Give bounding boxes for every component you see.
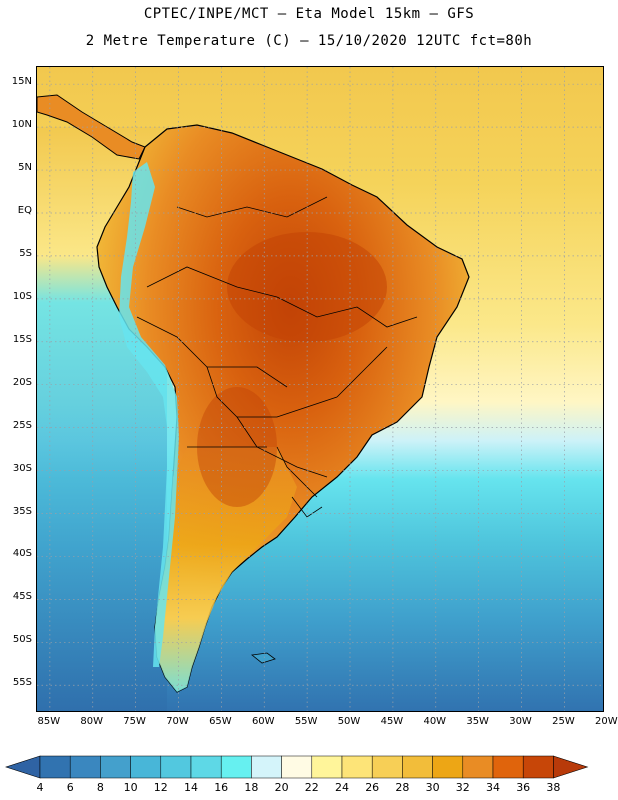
amazon-hot-core — [227, 232, 387, 342]
colorbar-swatch — [69, 755, 101, 779]
colorbar-swatch — [100, 755, 131, 779]
latitude-label: 30S — [12, 462, 32, 474]
colorbar-label: 32 — [455, 781, 470, 794]
colorbar-swatch — [432, 755, 464, 779]
colorbar-label: 20 — [274, 781, 289, 794]
temperature-map — [36, 66, 604, 712]
colorbar-label: 6 — [66, 781, 74, 794]
latitude-label: 55S — [12, 677, 32, 689]
latitude-label: 50S — [12, 634, 32, 646]
latitude-label: 5N — [18, 162, 32, 174]
longitude-label: 60W — [251, 716, 275, 727]
gridlines — [37, 67, 603, 711]
color-scale-bar — [5, 755, 589, 779]
colorbar-swatch — [160, 755, 192, 779]
longitude-label: 75W — [123, 716, 146, 727]
colorbar-swatch — [39, 755, 71, 779]
latitude-label: 25S — [12, 419, 32, 431]
colorbar-label: 14 — [184, 781, 198, 794]
colorbar-swatch — [130, 755, 162, 779]
latitude-label: 45S — [12, 591, 32, 603]
southern-cone — [155, 447, 297, 692]
colorbar-label: 30 — [425, 781, 440, 794]
longitude-label: 85W — [37, 716, 61, 727]
colorbar-label: 16 — [214, 781, 229, 794]
colorbar-swatch — [341, 755, 373, 779]
colorbar-swatch — [522, 755, 554, 779]
longitude-label: 80W — [80, 716, 104, 727]
colorbar-swatch — [190, 755, 222, 779]
colorbar-label: 28 — [395, 781, 410, 794]
longitude-label: 35W — [466, 716, 489, 727]
colorbar-label: 18 — [244, 781, 259, 794]
colorbar-swatch — [462, 755, 494, 779]
longitude-label: 25W — [552, 716, 575, 727]
longitude-label: 70W — [166, 716, 189, 727]
colorbar-label: 34 — [486, 781, 500, 794]
longitude-label: 65W — [209, 716, 232, 727]
colorbar-left-arrow — [5, 755, 41, 779]
falkland-islands — [251, 652, 276, 664]
colorbar-label: 38 — [546, 781, 561, 794]
longitude-label: 50W — [337, 716, 361, 727]
colorbar-swatch — [251, 755, 282, 779]
colorbar-label: 36 — [516, 781, 531, 794]
latitude-label: 15N — [11, 76, 32, 88]
country-borders — [136, 196, 418, 518]
colorbar-label: 26 — [365, 781, 380, 794]
colorbar-swatch — [281, 755, 313, 779]
colorbar-label: 24 — [335, 781, 349, 794]
longitude-label: 40W — [423, 716, 447, 727]
colorbar-swatch — [220, 755, 252, 779]
colorbar-swatch — [371, 755, 403, 779]
longitude-label: 55W — [294, 716, 318, 727]
latitude-label: 20S — [12, 376, 32, 388]
longitude-label: 20W — [594, 716, 618, 727]
longitude-label: 45W — [380, 716, 404, 727]
map-canvas — [37, 67, 603, 711]
latitude-label: 10N — [11, 119, 32, 131]
colorbar-swatch — [311, 755, 343, 779]
colorbar-swatch — [492, 755, 524, 779]
andes-cold-strip — [119, 162, 179, 667]
colorbar-right-arrow — [553, 755, 589, 779]
longitude-label: 30W — [509, 716, 532, 727]
colorbar-label: 12 — [153, 781, 168, 794]
colorbar-label: 4 — [36, 781, 44, 794]
latitude-label: 40S — [12, 548, 32, 560]
latitude-label: 35S — [12, 505, 32, 517]
colorbar-label: 8 — [96, 781, 104, 794]
latitude-label: EQ — [17, 204, 32, 216]
latitude-label: 5S — [19, 247, 32, 259]
title-line-1: CPTEC/INPE/MCT – Eta Model 15km – GFS — [143, 6, 475, 22]
colorbar-swatch — [402, 755, 433, 779]
colorbar-label: 22 — [304, 781, 319, 794]
latitude-label: 15S — [12, 333, 32, 345]
colorbar-label: 10 — [123, 781, 138, 794]
title-line-2: 2 Metre Temperature (C) – 15/10/2020 12U… — [85, 33, 533, 49]
latitude-label: 10S — [12, 290, 32, 302]
